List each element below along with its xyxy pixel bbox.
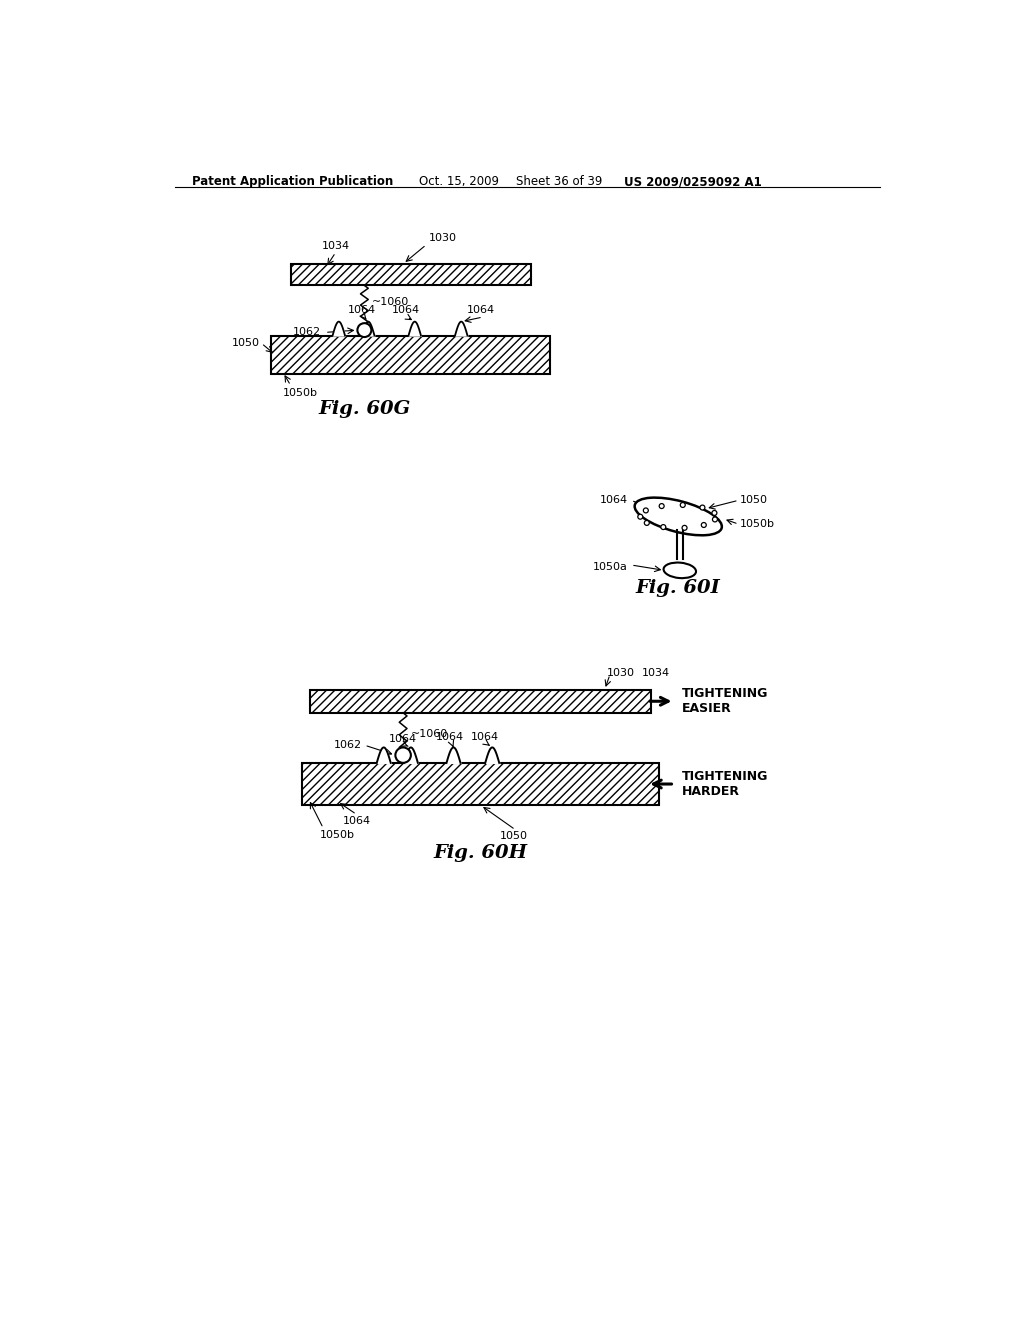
Circle shape [660, 524, 666, 529]
Text: 1030: 1030 [429, 234, 457, 243]
Text: Sheet 36 of 39: Sheet 36 of 39 [515, 176, 602, 189]
Ellipse shape [664, 562, 696, 578]
Text: 1050: 1050 [740, 495, 768, 506]
Text: Patent Application Publication: Patent Application Publication [191, 176, 393, 189]
Text: TIGHTENING
HARDER: TIGHTENING HARDER [682, 770, 768, 799]
Circle shape [701, 523, 707, 528]
Text: 1050b: 1050b [740, 519, 775, 529]
Text: 1064: 1064 [467, 305, 495, 315]
Text: ~1060: ~1060 [372, 297, 410, 308]
Text: Fig. 60H: Fig. 60H [433, 843, 527, 862]
Text: 1064: 1064 [343, 816, 371, 826]
Bar [291, 264, 531, 285]
Bar [310, 689, 651, 713]
Text: 1062: 1062 [334, 741, 362, 750]
Circle shape [395, 747, 411, 763]
Text: 1062: 1062 [293, 327, 321, 338]
Text: US 2009/0259092 A1: US 2009/0259092 A1 [624, 176, 762, 189]
Ellipse shape [635, 498, 722, 536]
Text: 1030: 1030 [607, 668, 635, 677]
Text: 1064: 1064 [435, 733, 464, 742]
Circle shape [357, 323, 372, 337]
Circle shape [680, 503, 685, 507]
Text: TIGHTENING
EASIER: TIGHTENING EASIER [682, 688, 768, 715]
Text: 1064: 1064 [600, 495, 628, 506]
Text: 1050a: 1050a [593, 561, 628, 572]
Text: 1034: 1034 [642, 668, 670, 677]
Text: 1064: 1064 [389, 734, 417, 743]
Text: Fig. 60G: Fig. 60G [318, 400, 411, 417]
Circle shape [638, 515, 643, 519]
Bar [302, 763, 658, 805]
Text: 1064: 1064 [470, 733, 499, 742]
Text: 1064: 1064 [348, 305, 376, 315]
Text: 1050b: 1050b [283, 388, 318, 397]
Circle shape [713, 517, 718, 521]
Text: Fig. 60I: Fig. 60I [636, 579, 721, 597]
Circle shape [659, 504, 665, 508]
Circle shape [644, 520, 649, 525]
Text: 1034: 1034 [322, 240, 350, 251]
Bar [271, 335, 550, 374]
Text: 1050: 1050 [500, 832, 528, 841]
Bar [310, 689, 651, 713]
Text: Oct. 15, 2009: Oct. 15, 2009 [419, 176, 499, 189]
Bar [271, 335, 550, 374]
Text: 1064: 1064 [391, 305, 420, 315]
Text: ~1060: ~1060 [411, 730, 449, 739]
Circle shape [682, 525, 687, 531]
Text: 1050b: 1050b [321, 830, 355, 840]
Circle shape [643, 508, 648, 513]
Text: 1050: 1050 [231, 338, 260, 348]
Bar [302, 763, 658, 805]
Circle shape [712, 511, 717, 515]
Bar [291, 264, 531, 285]
Circle shape [700, 506, 705, 510]
